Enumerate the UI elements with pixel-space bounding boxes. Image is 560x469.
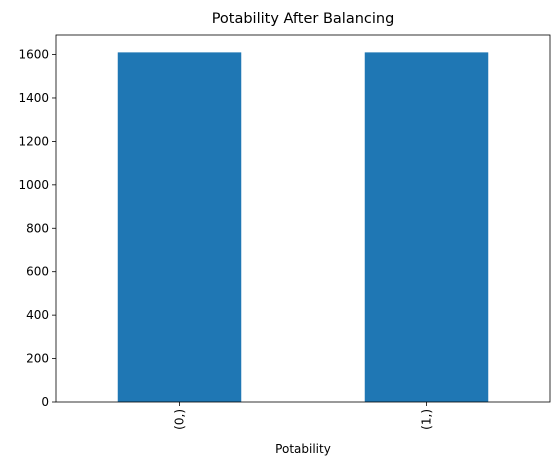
y-tick-label-5: 1000 — [18, 178, 49, 192]
y-tick-label-7: 1400 — [18, 91, 49, 105]
x-axis-label: Potability — [275, 442, 331, 456]
bar-0 — [117, 52, 242, 403]
x-tick-label-0: (0,) — [173, 409, 187, 430]
plot-area — [55, 34, 551, 403]
x-axis: (0,) (1,) — [173, 402, 434, 430]
y-tick-label-4: 800 — [26, 221, 49, 235]
x-tick-label-1: (1,) — [420, 409, 434, 430]
bar-1 — [364, 52, 489, 403]
y-tick-label-6: 1200 — [18, 134, 49, 148]
y-tick-label-3: 600 — [26, 265, 49, 279]
y-tick-label-0: 0 — [41, 395, 49, 409]
y-tick-label-1: 200 — [26, 352, 49, 366]
y-tick-label-8: 1600 — [18, 48, 49, 62]
plot-frame — [55, 34, 551, 403]
chart-title: Potability After Balancing — [212, 11, 395, 27]
y-tick-label-2: 400 — [26, 308, 49, 322]
y-axis: 0 200 400 600 800 1000 1200 1400 1600 — [18, 48, 56, 409]
